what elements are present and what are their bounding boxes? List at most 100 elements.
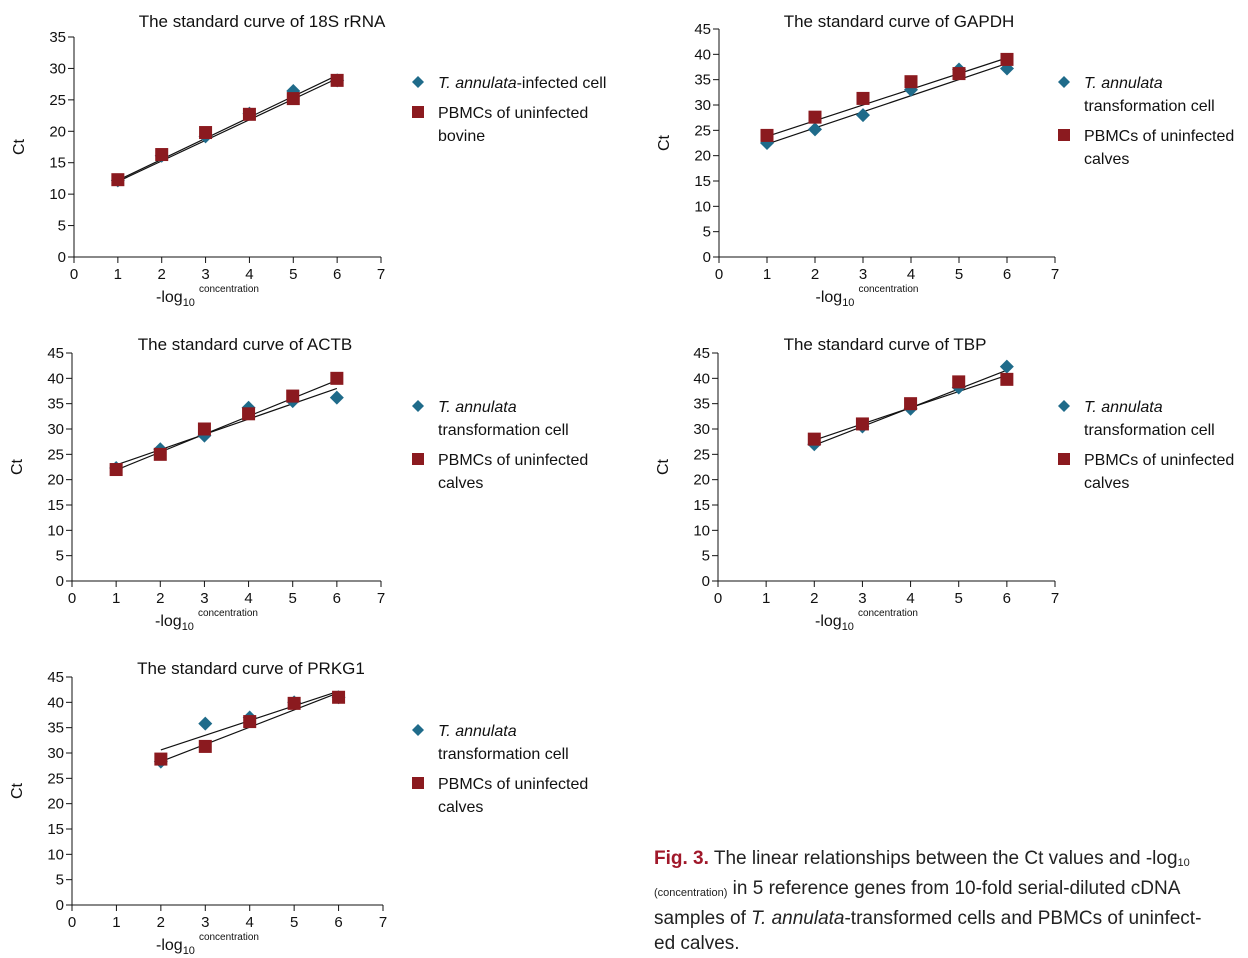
trendline-series-1 [117, 74, 338, 181]
y-tick-label: 15 [694, 173, 711, 190]
chart-title: The standard curve of 18S rRNA [139, 12, 386, 31]
x-axis-label: -log10 concentration [156, 284, 259, 309]
data-point-square [198, 739, 212, 753]
x-tick-label: 3 [200, 590, 208, 607]
caption-line-3: samples of T. annulata-transformed cells… [654, 906, 1248, 931]
data-point-square [111, 173, 125, 187]
caption-figure-label: Fig. 3. [654, 848, 709, 869]
legend-label-line2: calves [438, 799, 483, 816]
caption-text-1: The linear relationships between the Ct … [708, 848, 1178, 869]
data-point-square [155, 148, 169, 162]
x-axis-label-superscript: concentration [199, 932, 259, 943]
x-axis-label-subscript: 10 [183, 297, 195, 309]
y-tick-label: 0 [56, 897, 64, 914]
legend-label: PBMCs of uninfected [1084, 128, 1234, 145]
x-axis-label: -log10 concentration [815, 608, 918, 633]
y-tick-label: 20 [49, 123, 66, 140]
x-tick-label: 2 [157, 914, 165, 931]
x-tick-label: 6 [1003, 266, 1011, 283]
data-point-square [904, 75, 918, 89]
y-tick-label: 20 [47, 796, 64, 813]
data-point-square [330, 371, 344, 385]
x-tick-label: 0 [70, 266, 78, 283]
x-tick-label: 2 [156, 590, 164, 607]
x-tick-label: 7 [379, 914, 387, 931]
x-tick-label: 1 [112, 590, 120, 607]
y-tick-label: 5 [702, 548, 710, 565]
x-tick-label: 1 [762, 590, 770, 607]
caption-species-italic: T. annulata [751, 908, 845, 929]
legend-marker-square [1058, 453, 1070, 465]
figure-caption: Fig. 3. The linear relationships between… [654, 846, 1248, 956]
legend-marker-square [412, 777, 424, 789]
y-tick-label: 15 [47, 497, 64, 514]
y-tick-label: 40 [47, 694, 64, 711]
legend-label-text: PBMCs of uninfected [1084, 128, 1234, 145]
y-tick-label: 30 [47, 745, 64, 762]
y-tick-label: 35 [47, 396, 64, 413]
y-tick-label: 5 [703, 224, 711, 241]
data-point-square [286, 389, 300, 403]
data-point-square [856, 91, 870, 105]
x-tick-label: 4 [906, 590, 914, 607]
x-tick-label: 6 [333, 590, 341, 607]
caption-subscript-10: 10 [1177, 857, 1190, 869]
x-tick-label: 5 [289, 590, 297, 607]
legend-label-text: PBMCs of uninfected [438, 452, 588, 469]
data-point-square [330, 73, 344, 87]
y-tick-label: 25 [693, 446, 710, 463]
y-tick-label: 25 [47, 446, 64, 463]
data-point-square [760, 128, 774, 142]
legend-label-line2: calves [1084, 475, 1129, 492]
y-tick-label: 0 [703, 249, 711, 266]
data-point-diamond [999, 359, 1014, 374]
caption-line-1: Fig. 3. The linear relationships between… [654, 846, 1248, 876]
x-tick-label: 6 [333, 266, 341, 283]
x-tick-label: 5 [955, 266, 963, 283]
y-tick-label: 5 [56, 548, 64, 565]
trendline-series-1 [115, 387, 338, 466]
y-tick-label: 25 [49, 92, 66, 109]
x-tick-label: 5 [289, 266, 297, 283]
y-tick-label: 35 [693, 396, 710, 413]
legend-marker-diamond [1058, 400, 1070, 412]
x-axis-label-superscript: concentration [198, 608, 258, 619]
data-point-square [904, 397, 918, 411]
x-tick-label: 4 [907, 266, 915, 283]
x-tick-label: 5 [955, 590, 963, 607]
legend-label-italic: T. annulata [1084, 75, 1163, 92]
chart-title: The standard curve of TBP [784, 335, 987, 354]
y-tick-label: 5 [56, 872, 64, 889]
x-tick-label: 0 [68, 914, 76, 931]
x-axis-label-main: -log [155, 613, 182, 630]
legend-marker-square [412, 106, 424, 118]
legend-marker-diamond [412, 76, 424, 88]
legend-marker-diamond [412, 724, 424, 736]
x-tick-label: 0 [714, 590, 722, 607]
x-axis-label: -log10 concentration [155, 608, 258, 633]
x-tick-label: 0 [715, 266, 723, 283]
y-tick-label: 25 [694, 122, 711, 139]
legend-label-line2: bovine [438, 128, 485, 145]
chart-title: The standard curve of ACTB [138, 335, 353, 354]
caption-text-2: in 5 reference genes from 10-fold serial… [727, 878, 1181, 899]
y-tick-label: 25 [47, 770, 64, 787]
y-tick-label: 30 [49, 60, 66, 77]
legend-label-line2: transformation cell [438, 422, 569, 439]
legend-label: T. annulata [1084, 399, 1163, 416]
y-tick-label: 35 [694, 72, 711, 89]
x-axis-label-subscript: 10 [183, 945, 195, 957]
y-tick-label: 0 [702, 573, 710, 590]
legend-label: T. annulata-infected cell [438, 75, 606, 92]
data-point-square [855, 417, 869, 431]
y-tick-label: 10 [49, 186, 66, 203]
y-tick-label: 30 [694, 97, 711, 114]
caption-text-3b: -transformed cells and PBMCs of uninfect… [844, 908, 1202, 929]
x-tick-label: 2 [158, 266, 166, 283]
x-tick-label: 7 [1051, 590, 1059, 607]
x-tick-label: 1 [114, 266, 122, 283]
caption-line-4: ed calves. [654, 933, 740, 954]
legend-label-line2: transformation cell [1084, 422, 1215, 439]
y-tick-label: 0 [58, 249, 66, 266]
y-tick-label: 15 [47, 821, 64, 838]
